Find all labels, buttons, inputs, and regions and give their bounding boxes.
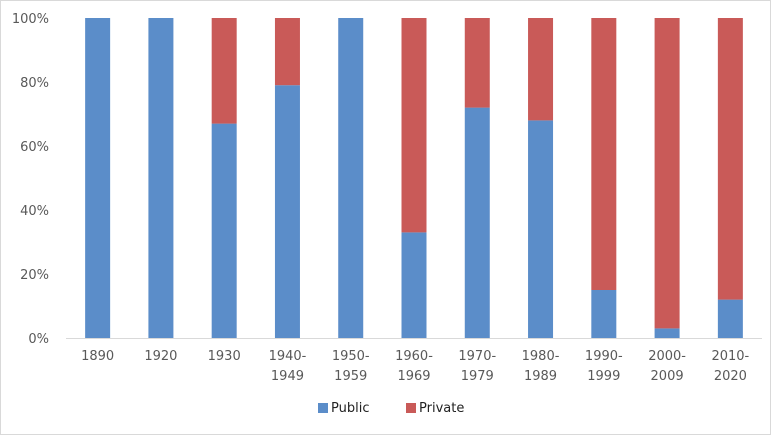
bar-private-7 xyxy=(528,18,554,121)
bar-public-7 xyxy=(528,120,554,339)
x-tick-label: 1930 xyxy=(208,349,241,364)
x-tick-label: 1970- xyxy=(458,349,496,364)
bar-private-3 xyxy=(274,18,300,86)
legend: Public Private xyxy=(318,401,464,416)
bar-private-6 xyxy=(464,18,490,108)
y-tick-label: 80% xyxy=(20,76,49,91)
bar-public-2 xyxy=(211,123,237,338)
x-tick-label: 1979 xyxy=(461,369,494,384)
x-tick-label: 1989 xyxy=(524,369,557,384)
bar-public-0 xyxy=(85,18,111,338)
x-tick-label: 1949 xyxy=(271,369,304,384)
y-tick-label: 0% xyxy=(28,332,49,347)
x-tick-label: 1959 xyxy=(334,369,367,384)
y-tick-label: 20% xyxy=(20,268,49,283)
x-tick-label: 2020 xyxy=(714,369,747,384)
bar-public-6 xyxy=(464,107,490,338)
y-tick-label: 60% xyxy=(20,140,49,155)
x-tick-label: 1960- xyxy=(395,349,433,364)
bar-public-3 xyxy=(274,85,300,338)
bar-private-9 xyxy=(654,18,680,329)
bar-public-10 xyxy=(717,299,743,338)
legend-label-public: Public xyxy=(331,401,369,416)
bar-public-9 xyxy=(654,328,680,338)
x-tick-label: 1920 xyxy=(144,349,177,364)
bar-private-5 xyxy=(401,18,427,233)
bar-public-4 xyxy=(338,18,364,338)
legend-label-private: Private xyxy=(419,401,464,416)
bar-public-1 xyxy=(148,18,174,338)
x-tick-label: 1950- xyxy=(332,349,370,364)
y-tick-label: 100% xyxy=(12,12,49,27)
x-tick-label: 2010- xyxy=(711,349,749,364)
bar-private-10 xyxy=(717,18,743,300)
bar-private-2 xyxy=(211,18,237,124)
bar-private-8 xyxy=(591,18,617,290)
bar-public-8 xyxy=(591,290,617,338)
y-axis: 0% 20% 40% 60% 80% 100% xyxy=(12,12,49,347)
x-tick-label: 1999 xyxy=(587,369,620,384)
x-tick-label: 2000- xyxy=(648,349,686,364)
bars xyxy=(85,18,743,339)
legend-swatch-private xyxy=(406,403,416,413)
bar-public-5 xyxy=(401,232,427,338)
y-tick-label: 40% xyxy=(20,204,49,219)
x-tick-label: 1980- xyxy=(522,349,560,364)
x-tick-label: 1969 xyxy=(397,369,430,384)
x-tick-label: 1940- xyxy=(269,349,307,364)
legend-swatch-public xyxy=(318,403,328,413)
x-axis: 1890 1920 1930 1940- 1949 1950- 1959 1960- 1969 1… xyxy=(66,338,762,384)
x-tick-label: 1990- xyxy=(585,349,623,364)
x-tick-label: 2009 xyxy=(651,369,684,384)
x-tick-label: 1890 xyxy=(81,349,114,364)
